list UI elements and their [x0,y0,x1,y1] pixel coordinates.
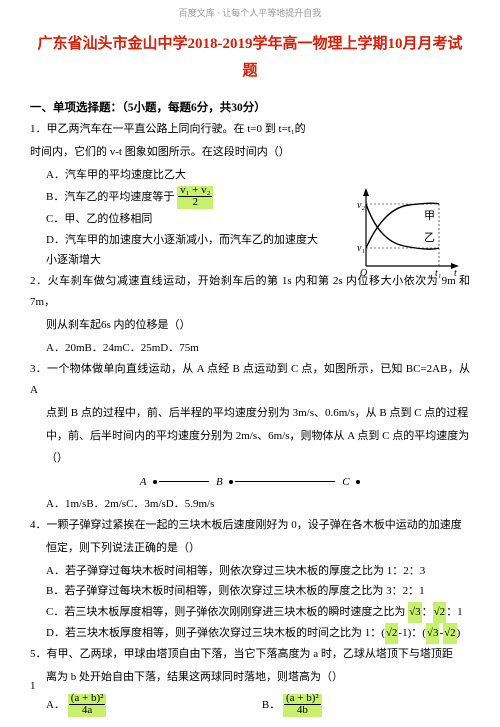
q4-opt-c: C．若三块木板厚度相等，则子弹依次刚刚穿进三块木板的瞬时速度之比为 √3：√2：… [30,602,470,623]
graph-v1-label: v₁ [357,243,365,254]
q3-stem-2: 点到 B 点的过程中，前、后半程的平均速度分别为 3m/s、0.6m/s，从 B… [30,403,470,424]
q5-b-den: 4b [284,705,321,716]
q4-stem-1: 4．一颗子弹穿过紧挨在一起的三块木板后速度刚好为 0，设子弹在各木板中运动的加速… [30,515,470,536]
q1-stem-2: 时间内，它们的 v-t 图象如图所示。在这段时间内（） [30,142,470,163]
graph-yi: 乙 [424,231,435,244]
q5-opt-a-fraction: (a + b)² 4a [68,694,107,717]
q4-d-v2: √3 [426,623,440,644]
q5-opt-a-label: A． [46,699,65,711]
graph-t: t [454,268,457,279]
q2-stem-2: 则从刹车起6s 内的位移是（） [30,315,470,336]
q3-options: A．1m/sB．2m/sC．3m/sD．5.9m/s [30,494,470,515]
q4-opt-d: D．若三块木板厚度相等，则子弹依次穿过三块木板的时间之比为 1：(√2-1)：(… [30,623,470,644]
q4-stem-2: 恒定，则下列说法正确的是（） [30,538,470,559]
page-number: 1 [30,680,36,692]
q4-d-mid1: -1)：( [398,627,426,639]
q4-c-prefix: C．若三块木板厚度相等，则子弹依次刚刚穿进三块木板的瞬时速度之比为 [46,606,405,618]
q3-diagram: A B C [30,475,470,487]
q4-d-prefix: D．若三块木板厚度相等，则子弹依次穿过三块木板的时间之比为 1：( [46,627,385,639]
q4-c-sep2: ：1 [446,606,463,618]
vt-graph: v₂ v₁ O t₁ t 甲 乙 [354,186,464,280]
exam-title: 广东省汕头市金山中学2018-2019学年高一物理上学期10月月考试 题 [30,31,470,85]
title-line-1: 广东省汕头市金山中学2018-2019学年高一物理上学期10月月考试 [38,36,463,52]
section-heading: 一、单项选择题：（5小题，每题6分，共30分） [30,99,470,115]
q4-opt-b: B．若子弹穿过每块木板时间相等，则依次穿过三块木板的厚度之比为 3：2：1 [30,581,470,602]
q3-stem-1: 3．一个物体做单向直线运动，从 A 点经 B 点运动到 C 点，如图所示，已知 … [30,359,470,401]
q4-d-end: ) [457,627,461,639]
q2-options: A．20mB．24mC．25mD．75m [30,338,470,359]
graph-jia: 甲 [424,210,435,222]
q3-point-b: B [216,476,225,488]
q4-opt-a: A．若子弹穿过每块木板时间相等，则依次穿过三块木板的厚度之比为 1：2：3 [30,561,470,582]
q1-b-fraction: v₁ + v₂ 2 [177,186,213,209]
q5-options-row: A． (a + b)² 4a B． (a + b)² 4b [30,694,470,717]
q3-point-a: A [140,476,149,488]
q4-c-v1: √3 [408,602,422,623]
q5-a-den: 4a [69,705,106,716]
q1-stem-1: 1．甲乙两汽车在一平直公路上同向行驶。在 t=0 到 t=t₁的 [30,119,470,140]
doc-header: 百度文库 · 让每个人平等地提升自我 [0,0,500,21]
q1-b-prefix: B．汽车乙的平均速度等于 [46,191,174,203]
q3-stem-4: （） [30,448,470,469]
graph-origin: O [360,268,367,279]
q1-b-frac-den: 2 [178,197,212,208]
graph-v2-label: v₂ [357,200,365,211]
q1-opt-a: A．汽车甲的平均速度比乙大 [30,165,470,186]
content-area: 广东省汕头市金山中学2018-2019学年高一物理上学期10月月考试 题 一、单… [0,21,500,727]
q3-point-c: C [342,476,351,488]
q4-c-v2: √2 [433,602,447,623]
graph-t1: t₁ [435,268,441,279]
q5-opt-b-label: B． [262,699,280,711]
q4-d-v1: √2 [385,623,399,644]
q4-c-sep1: ： [422,606,433,618]
q5-stem-2: 离为 b 处开始自由下落，结果这两球同时落地，则塔高为（） [30,667,470,688]
q3-stem-3: 中，前、后半时间内的平均速度分别为 2m/s、6m/s，则物体从 A 点到 C … [30,426,470,447]
q5-opt-b-fraction: (a + b)² 4b [283,694,322,717]
q4-d-v3: √2 [443,623,457,644]
q5-stem-1: 5．有甲、乙两球，甲球由塔顶自由下落，当它下落高度为 a 时，乙球从塔顶下与塔顶… [30,644,470,665]
q1-b-frac-num: v₁ + v₂ [178,185,212,197]
title-line-2: 题 [242,63,257,79]
